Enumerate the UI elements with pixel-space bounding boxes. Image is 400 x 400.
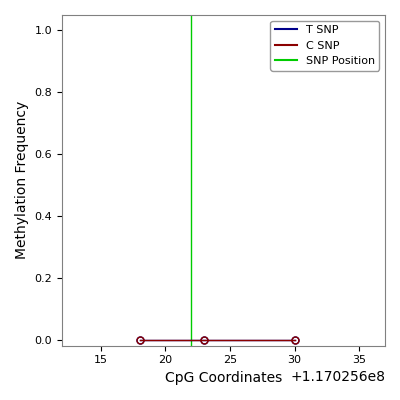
X-axis label: CpG Coordinates: CpG Coordinates	[165, 371, 282, 385]
Y-axis label: Methylation Frequency: Methylation Frequency	[15, 101, 29, 260]
Legend: T SNP, C SNP, SNP Position: T SNP, C SNP, SNP Position	[270, 20, 380, 70]
